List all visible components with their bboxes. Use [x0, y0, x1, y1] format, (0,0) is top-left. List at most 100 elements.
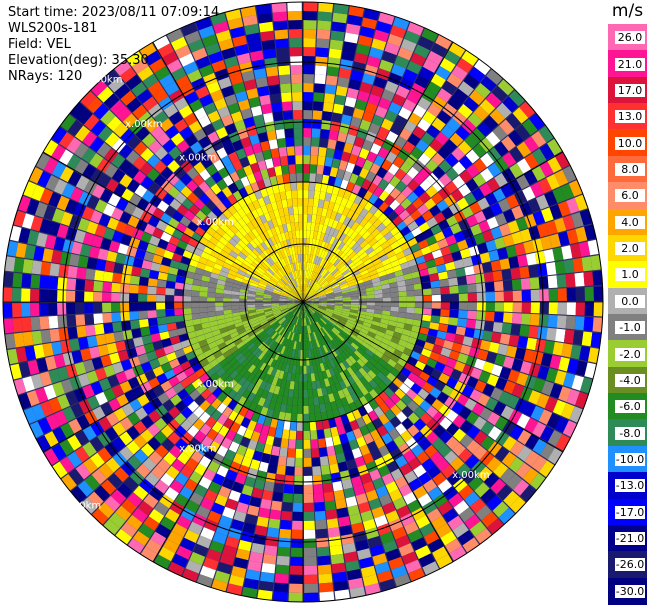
velocity-gate: [400, 367, 412, 378]
azimuth-spoke: [302, 301, 564, 453]
velocity-gate: [338, 214, 347, 224]
velocity-colorbar: m/s 26.0 21.0 17.0 13.0 10.0 8.0 6.0 4.0 2.0 1.0 0…: [608, 0, 647, 607]
velocity-gate: [311, 281, 318, 290]
velocity-gate: [426, 172, 439, 186]
velocity-gate: [341, 441, 352, 453]
velocity-gate: [493, 462, 509, 478]
velocity-gate: [203, 349, 213, 358]
velocity-gate: [265, 248, 273, 257]
velocity-gate: [337, 76, 350, 88]
velocity-gate: [384, 80, 399, 94]
velocity-gate: [279, 318, 287, 325]
velocity-gate: [424, 198, 437, 210]
velocity-gate: [389, 175, 401, 188]
velocity-gate: [344, 259, 353, 267]
velocity-gate: [441, 464, 456, 479]
velocity-gate: [248, 192, 258, 203]
velocity-gate: [350, 342, 359, 351]
velocity-gate: [502, 435, 517, 452]
velocity-gate: [587, 347, 600, 364]
velocity-gate: [353, 195, 363, 205]
velocity-gate: [267, 268, 275, 276]
velocity-gate: [373, 208, 384, 219]
velocity-gate: [98, 502, 115, 519]
velocity-gate: [153, 174, 167, 187]
velocity-gate: [189, 389, 201, 401]
velocity-gate: [380, 367, 391, 377]
velocity-gate: [281, 501, 293, 512]
velocity-gate: [320, 249, 326, 259]
velocity-gate: [94, 224, 107, 238]
velocity-gate: [413, 431, 426, 444]
velocity-gate: [144, 118, 159, 133]
velocity-gate: [422, 382, 434, 394]
velocity-gate: [180, 233, 192, 244]
velocity-gate: [516, 413, 531, 429]
velocity-gate: [288, 294, 296, 299]
velocity-gate: [373, 197, 384, 209]
velocity-gate: [313, 190, 321, 200]
velocity-gate: [249, 50, 264, 62]
velocity-gate: [502, 96, 519, 113]
velocity-gate: [257, 85, 270, 97]
velocity-gate: [350, 221, 360, 231]
velocity-gate: [347, 281, 357, 288]
velocity-gate: [191, 313, 201, 320]
velocity-gate: [312, 282, 319, 290]
velocity-gate: [452, 414, 466, 428]
velocity-gate: [356, 282, 365, 288]
velocity-gate: [359, 424, 370, 437]
velocity-gate: [298, 286, 302, 295]
velocity-gate: [146, 168, 160, 182]
velocity-gate: [314, 285, 321, 292]
velocity-gate: [314, 372, 320, 381]
velocity-gate: [149, 195, 162, 208]
velocity-gate: [411, 537, 427, 551]
velocity-gate: [303, 493, 314, 503]
velocity-gate: [213, 350, 223, 359]
velocity-gate: [223, 418, 234, 430]
velocity-gate: [445, 234, 457, 246]
velocity-gate: [318, 302, 327, 305]
velocity-gate: [310, 373, 316, 382]
velocity-gate: [295, 365, 300, 374]
velocity-gate: [402, 140, 416, 154]
velocity-gate: [327, 276, 336, 284]
velocity-gate: [313, 255, 318, 264]
velocity-gate: [502, 234, 515, 247]
velocity-gate: [248, 314, 258, 320]
velocity-gate: [234, 119, 246, 132]
velocity-gate: [385, 481, 399, 494]
velocity-gate: [106, 250, 118, 263]
velocity-gate: [449, 132, 464, 147]
velocity-gate: [367, 331, 377, 339]
velocity-gate: [174, 153, 188, 167]
velocity-gate: [295, 300, 303, 302]
velocity-gate: [188, 437, 201, 451]
velocity-gate: [216, 402, 228, 414]
velocity-gate: [566, 389, 580, 406]
velocity-gate: [292, 520, 303, 530]
velocity-gate: [255, 207, 264, 217]
velocity-gate: [263, 336, 271, 344]
velocity-gate: [111, 168, 126, 183]
velocity-gate: [271, 305, 280, 309]
velocity-gate: [405, 388, 418, 400]
velocity-gate: [132, 507, 148, 523]
velocity-gate: [304, 309, 307, 318]
velocity-gate: [156, 373, 168, 385]
velocity-gate: [149, 325, 160, 335]
velocity-gate: [399, 242, 410, 251]
velocity-gate: [140, 268, 151, 278]
velocity-gate: [397, 358, 407, 368]
velocity-gate: [112, 422, 126, 437]
velocity-gate: [276, 47, 290, 58]
velocity-gate: [249, 316, 259, 323]
velocity-gate: [343, 404, 352, 414]
velocity-gate: [223, 218, 234, 229]
velocity-gate: [161, 412, 174, 425]
velocity-gate: [337, 131, 348, 143]
velocity-gate: [279, 336, 285, 345]
velocity-gate: [35, 153, 51, 170]
velocity-gate: [43, 205, 57, 221]
